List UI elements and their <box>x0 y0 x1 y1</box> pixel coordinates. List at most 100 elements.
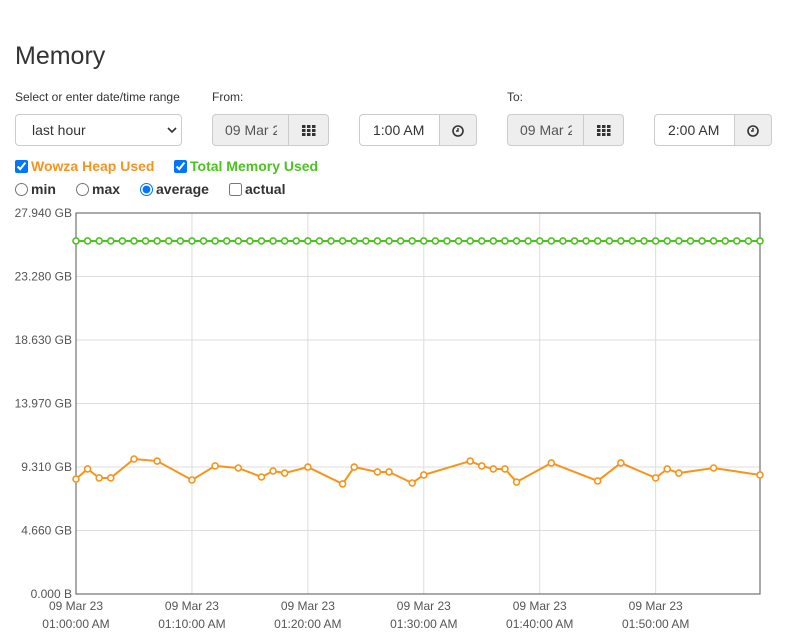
clock-button[interactable] <box>439 114 477 146</box>
calendar-button[interactable] <box>583 114 624 146</box>
clock-icon <box>452 125 464 137</box>
data-point <box>199 237 208 245</box>
data-point <box>373 468 382 476</box>
data-point <box>327 237 335 245</box>
data-point <box>338 480 347 488</box>
data-point <box>83 237 92 245</box>
page-title: Memory <box>15 42 106 70</box>
data-point <box>593 237 602 245</box>
from-date[interactable]: 09 Mar 2023 <box>212 114 289 146</box>
aggregate-option[interactable]: actual <box>229 181 285 197</box>
y-tick-label: 4.660 GB <box>21 523 72 537</box>
x-tick-label: 09 Mar 23 <box>629 599 683 613</box>
data-point <box>350 237 359 245</box>
data-point <box>373 237 382 245</box>
data-point <box>512 237 521 245</box>
data-point <box>304 237 312 245</box>
from-date-text: 09 Mar 2023 <box>225 122 277 138</box>
y-tick-label: 0.000 B <box>31 587 72 601</box>
x-tick-label: 09 Mar 23 <box>165 599 219 613</box>
data-point <box>338 237 347 245</box>
to-date[interactable]: 09 Mar 2023 <box>507 114 584 146</box>
data-point <box>396 237 405 245</box>
y-tick-label: 23.280 GB <box>15 270 72 284</box>
legend-checkbox[interactable] <box>15 159 28 173</box>
data-point <box>617 237 625 245</box>
data-point <box>454 237 463 245</box>
data-point <box>501 465 509 473</box>
range-value: last hour <box>32 122 86 138</box>
x-tick-label: 01:10:00 AM <box>158 617 225 631</box>
data-point <box>547 459 556 467</box>
aggregate-option[interactable]: max <box>76 181 120 197</box>
series-line <box>75 457 761 486</box>
clock-icon <box>747 125 759 137</box>
legend-label: Wowza Heap Used <box>31 158 155 174</box>
data-point <box>744 237 753 245</box>
radio[interactable] <box>76 182 89 196</box>
from-time[interactable]: 1:00 AM <box>359 114 441 146</box>
plot-border <box>75 212 761 595</box>
y-tick-label: 13.970 GB <box>15 397 72 411</box>
x-tick-label: 09 Mar 23 <box>513 599 567 613</box>
data-point <box>106 474 115 482</box>
x-tick-label: 01:00:00 AM <box>42 617 109 631</box>
data-point <box>721 237 730 245</box>
data-point <box>188 237 196 245</box>
data-point <box>408 237 417 245</box>
data-point <box>651 237 660 245</box>
data-point <box>257 473 266 481</box>
data-point <box>605 237 614 245</box>
data-point <box>130 455 138 463</box>
data-point <box>118 237 127 245</box>
aggregate-option[interactable]: min <box>15 181 56 197</box>
data-point <box>431 237 440 245</box>
legend-checkbox[interactable] <box>174 159 187 173</box>
calendar-icon <box>302 125 316 136</box>
to-time[interactable]: 2:00 AM <box>654 114 736 146</box>
data-point <box>582 237 590 245</box>
data-point <box>535 237 544 245</box>
data-point <box>106 237 115 245</box>
x-tick-label: 01:50:00 AM <box>622 617 689 631</box>
from-time-text: 1:00 AM <box>373 122 425 138</box>
data-point <box>72 475 80 483</box>
legend-label: Total Memory Used <box>190 158 319 174</box>
data-point <box>524 237 532 245</box>
legend-item[interactable]: Wowza Heap Used <box>15 158 154 174</box>
to-time-text: 2:00 AM <box>668 122 720 138</box>
data-point <box>466 237 474 245</box>
to-date-text: 09 Mar 2023 <box>520 122 572 138</box>
data-point <box>362 237 370 245</box>
data-point <box>176 237 185 245</box>
range-label: Select or enter date/time range <box>15 90 180 104</box>
data-point <box>419 471 428 479</box>
legend-item[interactable]: Total Memory Used <box>174 158 318 174</box>
aggregate-option[interactable]: average <box>140 181 209 197</box>
data-point <box>304 463 312 471</box>
radio[interactable] <box>140 182 153 196</box>
data-point <box>489 465 498 473</box>
data-point <box>234 237 243 245</box>
data-point <box>153 457 161 465</box>
data-point <box>315 237 324 245</box>
data-point <box>83 465 92 473</box>
from-label: From: <box>212 90 244 104</box>
data-point <box>234 464 243 472</box>
radio[interactable] <box>15 182 28 196</box>
x-tick-label: 01:20:00 AM <box>274 617 341 631</box>
data-point <box>443 237 451 245</box>
checkbox[interactable] <box>229 182 242 196</box>
x-tick-label: 01:30:00 AM <box>390 617 457 631</box>
data-point <box>477 237 486 245</box>
data-point <box>408 479 417 487</box>
data-point <box>756 237 764 245</box>
data-point <box>211 237 219 245</box>
data-point <box>640 237 648 245</box>
calendar-button[interactable] <box>288 114 329 146</box>
data-point <box>280 237 289 245</box>
clock-button[interactable] <box>734 114 772 146</box>
range-select[interactable]: last hour <box>15 114 182 146</box>
data-point <box>559 237 567 245</box>
x-tick-label: 09 Mar 23 <box>281 599 335 613</box>
